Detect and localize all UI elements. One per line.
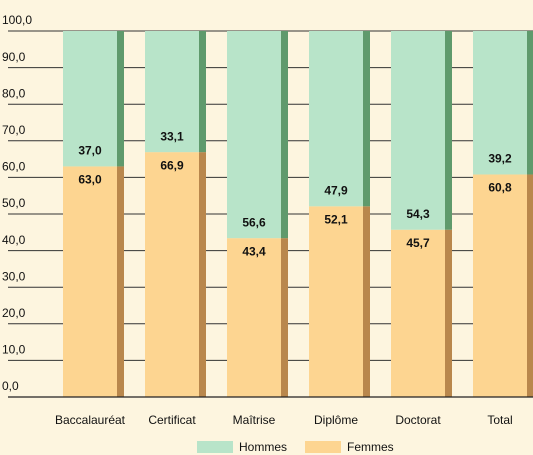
value-label: 45,7 bbox=[406, 236, 430, 250]
value-label: 39,2 bbox=[488, 152, 512, 166]
bar-front bbox=[473, 174, 527, 397]
value-label: 66,9 bbox=[160, 158, 184, 172]
x-tick-label: Certificat bbox=[148, 413, 196, 427]
y-tick-label: 20,0 bbox=[2, 306, 26, 320]
x-tick-label: Maîtrise bbox=[233, 413, 276, 427]
bar-front bbox=[227, 238, 281, 397]
bar-front bbox=[391, 31, 445, 230]
bar-front bbox=[391, 229, 445, 397]
y-tick-label: 90,0 bbox=[2, 50, 26, 64]
y-tick-label: 100,0 bbox=[2, 13, 32, 27]
bar-side bbox=[281, 238, 288, 397]
bar-segment bbox=[227, 31, 288, 239]
bar-segment bbox=[391, 31, 452, 230]
value-label: 63,0 bbox=[78, 173, 102, 187]
bar-front bbox=[473, 31, 527, 175]
value-label: 47,9 bbox=[324, 183, 348, 197]
x-tick-label: Baccalauréat bbox=[55, 413, 126, 427]
bar-side bbox=[363, 31, 370, 207]
bar-side bbox=[281, 31, 288, 239]
y-tick-label: 40,0 bbox=[2, 233, 26, 247]
bar-side bbox=[117, 166, 124, 397]
bar-segment bbox=[227, 238, 288, 397]
x-tick-label: Doctorat bbox=[395, 413, 441, 427]
bar-front bbox=[63, 166, 117, 397]
y-tick-label: 30,0 bbox=[2, 269, 26, 283]
bar-segment bbox=[63, 166, 124, 397]
y-tick-label: 50,0 bbox=[2, 196, 26, 210]
x-tick-label: Total bbox=[487, 413, 512, 427]
bar-side bbox=[527, 174, 533, 397]
y-tick-label: 70,0 bbox=[2, 123, 26, 137]
legend-swatch bbox=[197, 441, 233, 453]
y-tick-label: 10,0 bbox=[2, 343, 26, 357]
bar-side bbox=[363, 206, 370, 397]
y-tick-label: 80,0 bbox=[2, 86, 26, 100]
value-label: 60,8 bbox=[488, 181, 512, 195]
value-label: 52,1 bbox=[324, 212, 348, 226]
bar-front bbox=[309, 31, 363, 207]
bar-side bbox=[445, 229, 452, 397]
bar-segment bbox=[145, 31, 206, 153]
bar-segment bbox=[145, 152, 206, 397]
bar-segment bbox=[309, 206, 370, 397]
value-label: 37,0 bbox=[78, 144, 102, 158]
bar-front bbox=[309, 206, 363, 397]
value-label: 56,6 bbox=[242, 215, 266, 229]
value-label: 54,3 bbox=[406, 207, 430, 221]
legend-label: Hommes bbox=[239, 440, 287, 454]
bar-segment bbox=[473, 31, 533, 175]
bar-side bbox=[117, 31, 124, 167]
bar-segment bbox=[63, 31, 124, 167]
bar-front bbox=[145, 152, 199, 397]
bar-front bbox=[227, 31, 281, 239]
x-tick-label: Diplôme bbox=[314, 413, 358, 427]
value-label: 43,4 bbox=[242, 244, 266, 258]
legend-label: Femmes bbox=[347, 440, 394, 454]
y-tick-label: 60,0 bbox=[2, 160, 26, 174]
bar-segment bbox=[309, 31, 370, 207]
bar-side bbox=[199, 152, 206, 397]
y-tick-label: 0,0 bbox=[2, 379, 19, 393]
bar-side bbox=[527, 31, 533, 175]
bar-segment bbox=[391, 229, 452, 397]
bar-front bbox=[63, 31, 117, 167]
bar-side bbox=[199, 31, 206, 153]
bar-front bbox=[145, 31, 199, 153]
legend-swatch bbox=[305, 441, 341, 453]
bar-segment bbox=[473, 174, 533, 397]
value-label: 33,1 bbox=[160, 129, 184, 143]
bar-side bbox=[445, 31, 452, 230]
